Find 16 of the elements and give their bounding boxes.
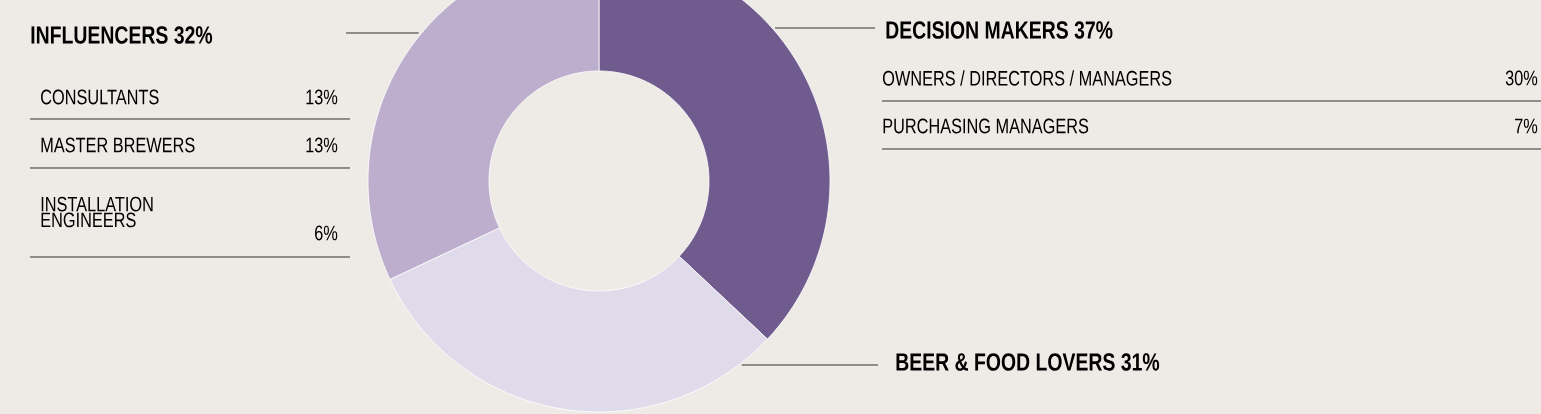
text: PURCHASING MANAGERS [883,118,1089,134]
text: CONSULTANTS [41,89,159,105]
text: INSTALLATION ENGINEERS [41,196,153,228]
text: 13% [306,137,338,153]
data-label: 31% [1121,353,1160,371]
text: 6% [315,225,338,241]
slice-label: INFLUENCERS [31,26,168,44]
text: 13% [306,89,338,105]
text: OWNERS / DIRECTORS / MANAGERS [882,70,1172,86]
text: 30% [1505,70,1538,86]
data-label: 32% [174,26,213,44]
slice-label: DECISION MAKERS [886,21,1068,39]
text: 7% [1515,118,1538,134]
data-label: 37% [1074,21,1113,39]
slice-label: BEER & FOOD LOVERS [896,353,1115,371]
text: MASTER BREWERS [41,137,195,153]
